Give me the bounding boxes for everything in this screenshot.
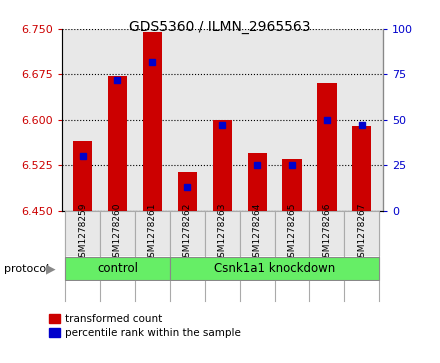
Text: GSM1278265: GSM1278265 bbox=[287, 203, 297, 264]
FancyBboxPatch shape bbox=[65, 211, 100, 256]
Bar bbox=[282, 159, 302, 211]
Bar bbox=[73, 141, 92, 211]
Bar bbox=[108, 76, 127, 211]
FancyBboxPatch shape bbox=[170, 211, 205, 256]
Legend: transformed count, percentile rank within the sample: transformed count, percentile rank withi… bbox=[49, 314, 241, 338]
Text: GDS5360 / ILMN_2965563: GDS5360 / ILMN_2965563 bbox=[129, 20, 311, 34]
FancyBboxPatch shape bbox=[345, 211, 379, 256]
Text: GSM1278266: GSM1278266 bbox=[323, 203, 331, 264]
Text: GSM1278267: GSM1278267 bbox=[357, 203, 367, 264]
Text: GSM1278261: GSM1278261 bbox=[148, 203, 157, 264]
Text: Csnk1a1 knockdown: Csnk1a1 knockdown bbox=[214, 262, 335, 275]
FancyBboxPatch shape bbox=[240, 211, 275, 256]
Bar bbox=[213, 120, 232, 211]
Bar bbox=[352, 126, 371, 211]
Bar bbox=[248, 153, 267, 211]
Text: protocol: protocol bbox=[4, 264, 50, 274]
FancyBboxPatch shape bbox=[170, 257, 379, 280]
FancyBboxPatch shape bbox=[275, 211, 309, 256]
Text: GSM1278262: GSM1278262 bbox=[183, 203, 192, 264]
Text: control: control bbox=[97, 262, 138, 275]
FancyBboxPatch shape bbox=[309, 211, 345, 256]
Bar bbox=[317, 83, 337, 211]
Bar bbox=[143, 32, 162, 211]
Text: GSM1278260: GSM1278260 bbox=[113, 203, 122, 264]
FancyBboxPatch shape bbox=[65, 257, 170, 280]
FancyBboxPatch shape bbox=[100, 211, 135, 256]
Text: GSM1278264: GSM1278264 bbox=[253, 203, 262, 264]
FancyBboxPatch shape bbox=[205, 211, 240, 256]
Text: GSM1278259: GSM1278259 bbox=[78, 203, 87, 264]
Text: GSM1278263: GSM1278263 bbox=[218, 203, 227, 264]
Text: ▶: ▶ bbox=[46, 263, 55, 276]
Bar bbox=[178, 172, 197, 211]
FancyBboxPatch shape bbox=[135, 211, 170, 256]
